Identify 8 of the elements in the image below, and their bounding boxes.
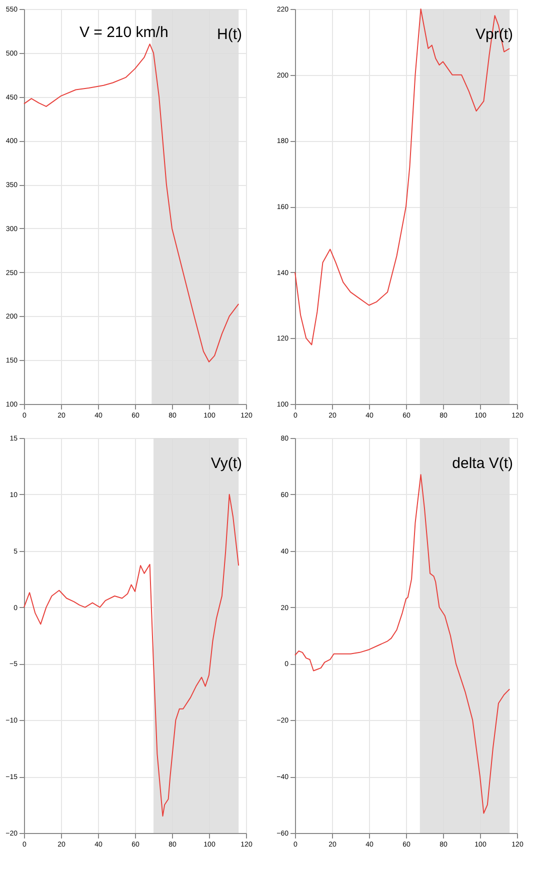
annotation: H(t) xyxy=(217,26,242,43)
annotation: delta V(t) xyxy=(452,455,513,472)
annotation: Vy(t) xyxy=(210,455,242,472)
line-series xyxy=(294,8,510,346)
line-series xyxy=(294,474,510,814)
line-series xyxy=(24,494,240,817)
line-series xyxy=(24,44,240,362)
annotation: V = 210 km/h xyxy=(79,24,168,41)
